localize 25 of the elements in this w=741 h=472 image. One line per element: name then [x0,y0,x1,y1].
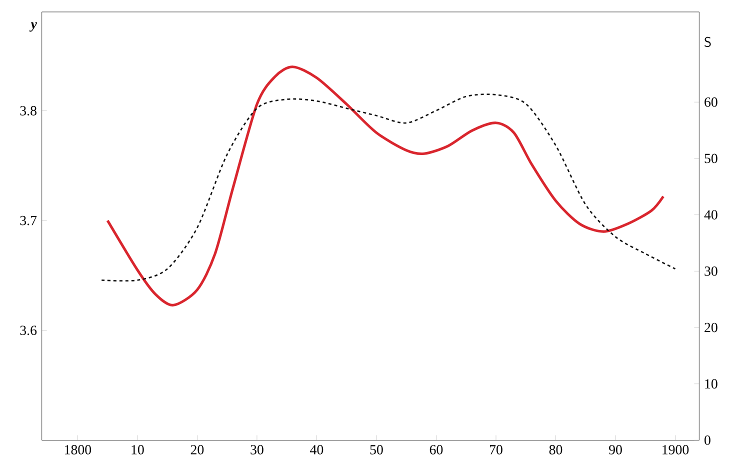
x-tick-label: 90 [609,445,622,454]
x-tick-label: 20 [190,445,204,454]
line-series [106,66,665,306]
x-tick-label: 50 [370,445,383,454]
y2-axis-title: S [704,36,711,48]
x-tick-label: 1900 [662,445,689,454]
y2-tick-label: 20 [704,322,718,332]
y-tick-label: 3.6 [20,326,37,336]
y2-tick-label: 60 [704,97,718,107]
x-tick-label: 80 [549,445,562,454]
y2-tick-label: 0 [704,435,710,445]
y-tick-label: 3.7 [20,216,37,226]
y-tick-label: 3.8 [20,106,36,116]
x-tick-label: 70 [490,445,502,454]
y2-tick-label: 50 [704,154,718,164]
y2-tick-label: 40 [704,210,718,220]
y2-tick-label: 30 [704,266,718,276]
x-tick-label: 10 [132,445,144,454]
x-tick-label: 30 [250,445,264,454]
x-tick-label: 1800 [65,445,92,454]
y2-tick-label: 10 [705,379,718,389]
y-axis-title: y [29,22,38,32]
x-tick-label: 60 [430,445,443,454]
x-tick-label: 40 [310,445,324,454]
line-series [100,94,676,282]
